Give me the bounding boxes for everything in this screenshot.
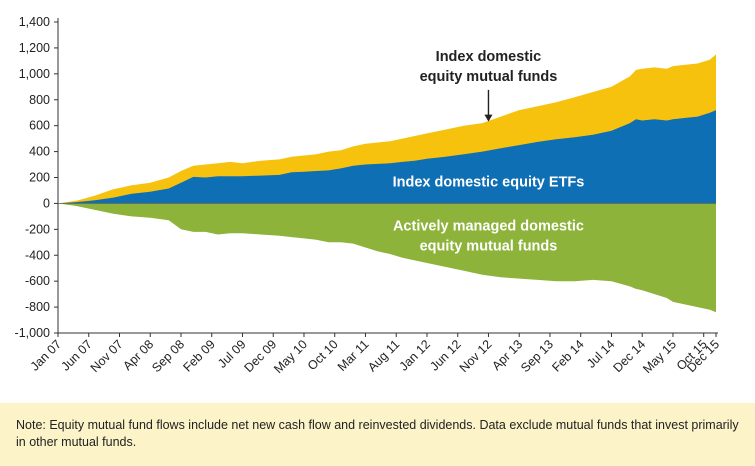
x-tick-label: Oct 10 (305, 337, 341, 373)
chart-areas (58, 54, 716, 313)
y-tick-label: 600 (29, 119, 50, 133)
annotation-line: equity mutual funds (420, 69, 558, 85)
annotation-line: equity mutual funds (420, 239, 558, 255)
x-tick-label: Aug 11 (365, 337, 402, 374)
y-tick-label: -1,000 (15, 326, 50, 340)
x-tick-label: Sep 08 (149, 337, 187, 375)
x-tick-label: Feb 14 (549, 337, 586, 374)
area-active-funds (58, 203, 716, 313)
x-tick-label: May 15 (640, 337, 679, 376)
x-tick-label: Sep 13 (518, 337, 556, 375)
x-tick-label: Jan 12 (397, 337, 433, 373)
x-tick-label: Nov 07 (88, 337, 126, 375)
x-tick-label: May 10 (271, 337, 310, 376)
y-tick-label: 400 (29, 145, 50, 159)
y-tick-label: -600 (25, 274, 50, 288)
area-index-etfs (58, 110, 716, 204)
x-tick-label: Jan 07 (28, 337, 64, 373)
annotation-line: Index domestic (436, 49, 542, 65)
annotation-arrow-head (484, 114, 493, 122)
annotation-index-etfs: Index domestic equity ETFs (393, 175, 585, 191)
annotation-active-funds: Actively managed domestic equity mutual f… (393, 219, 584, 255)
footnote-text: Note: Equity mutual fund flows include n… (16, 418, 739, 449)
footnote-box: Note: Equity mutual fund flows include n… (0, 403, 755, 466)
y-tick-label: -800 (25, 300, 50, 314)
y-tick-label: 0 (43, 196, 50, 210)
annotation-line: Actively managed domestic (393, 219, 584, 235)
y-tick-label: 200 (29, 171, 50, 185)
x-tick-label: Mar 11 (335, 337, 372, 374)
y-tick-label: 1,000 (19, 67, 50, 81)
y-tick-label: 1,200 (19, 41, 50, 55)
x-tick-label: Nov 12 (457, 337, 495, 375)
y-tick-label: 800 (29, 93, 50, 107)
fund-flows-area-chart: 1,400 1,200 1,000 800 600 400 200 0 -200 -400 -600… (15, 15, 723, 376)
annotation-line: Index domestic equity ETFs (393, 175, 585, 191)
y-tick-label: -400 (25, 248, 50, 262)
annotation-index-mutual-funds: Index domestic equity mutual funds (420, 49, 558, 85)
x-tick-label: Feb 09 (180, 337, 217, 374)
y-tick-label: 1,400 (19, 15, 50, 29)
y-tick-label: -200 (25, 222, 50, 236)
